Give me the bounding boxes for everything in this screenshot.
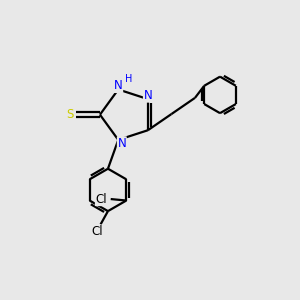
Text: N: N [117,137,126,150]
Text: S: S [66,108,73,121]
Text: N: N [143,89,152,102]
Text: H: H [125,74,132,84]
Text: N: N [114,80,123,92]
Text: Cl: Cl [92,225,103,238]
Text: Cl: Cl [95,193,107,206]
